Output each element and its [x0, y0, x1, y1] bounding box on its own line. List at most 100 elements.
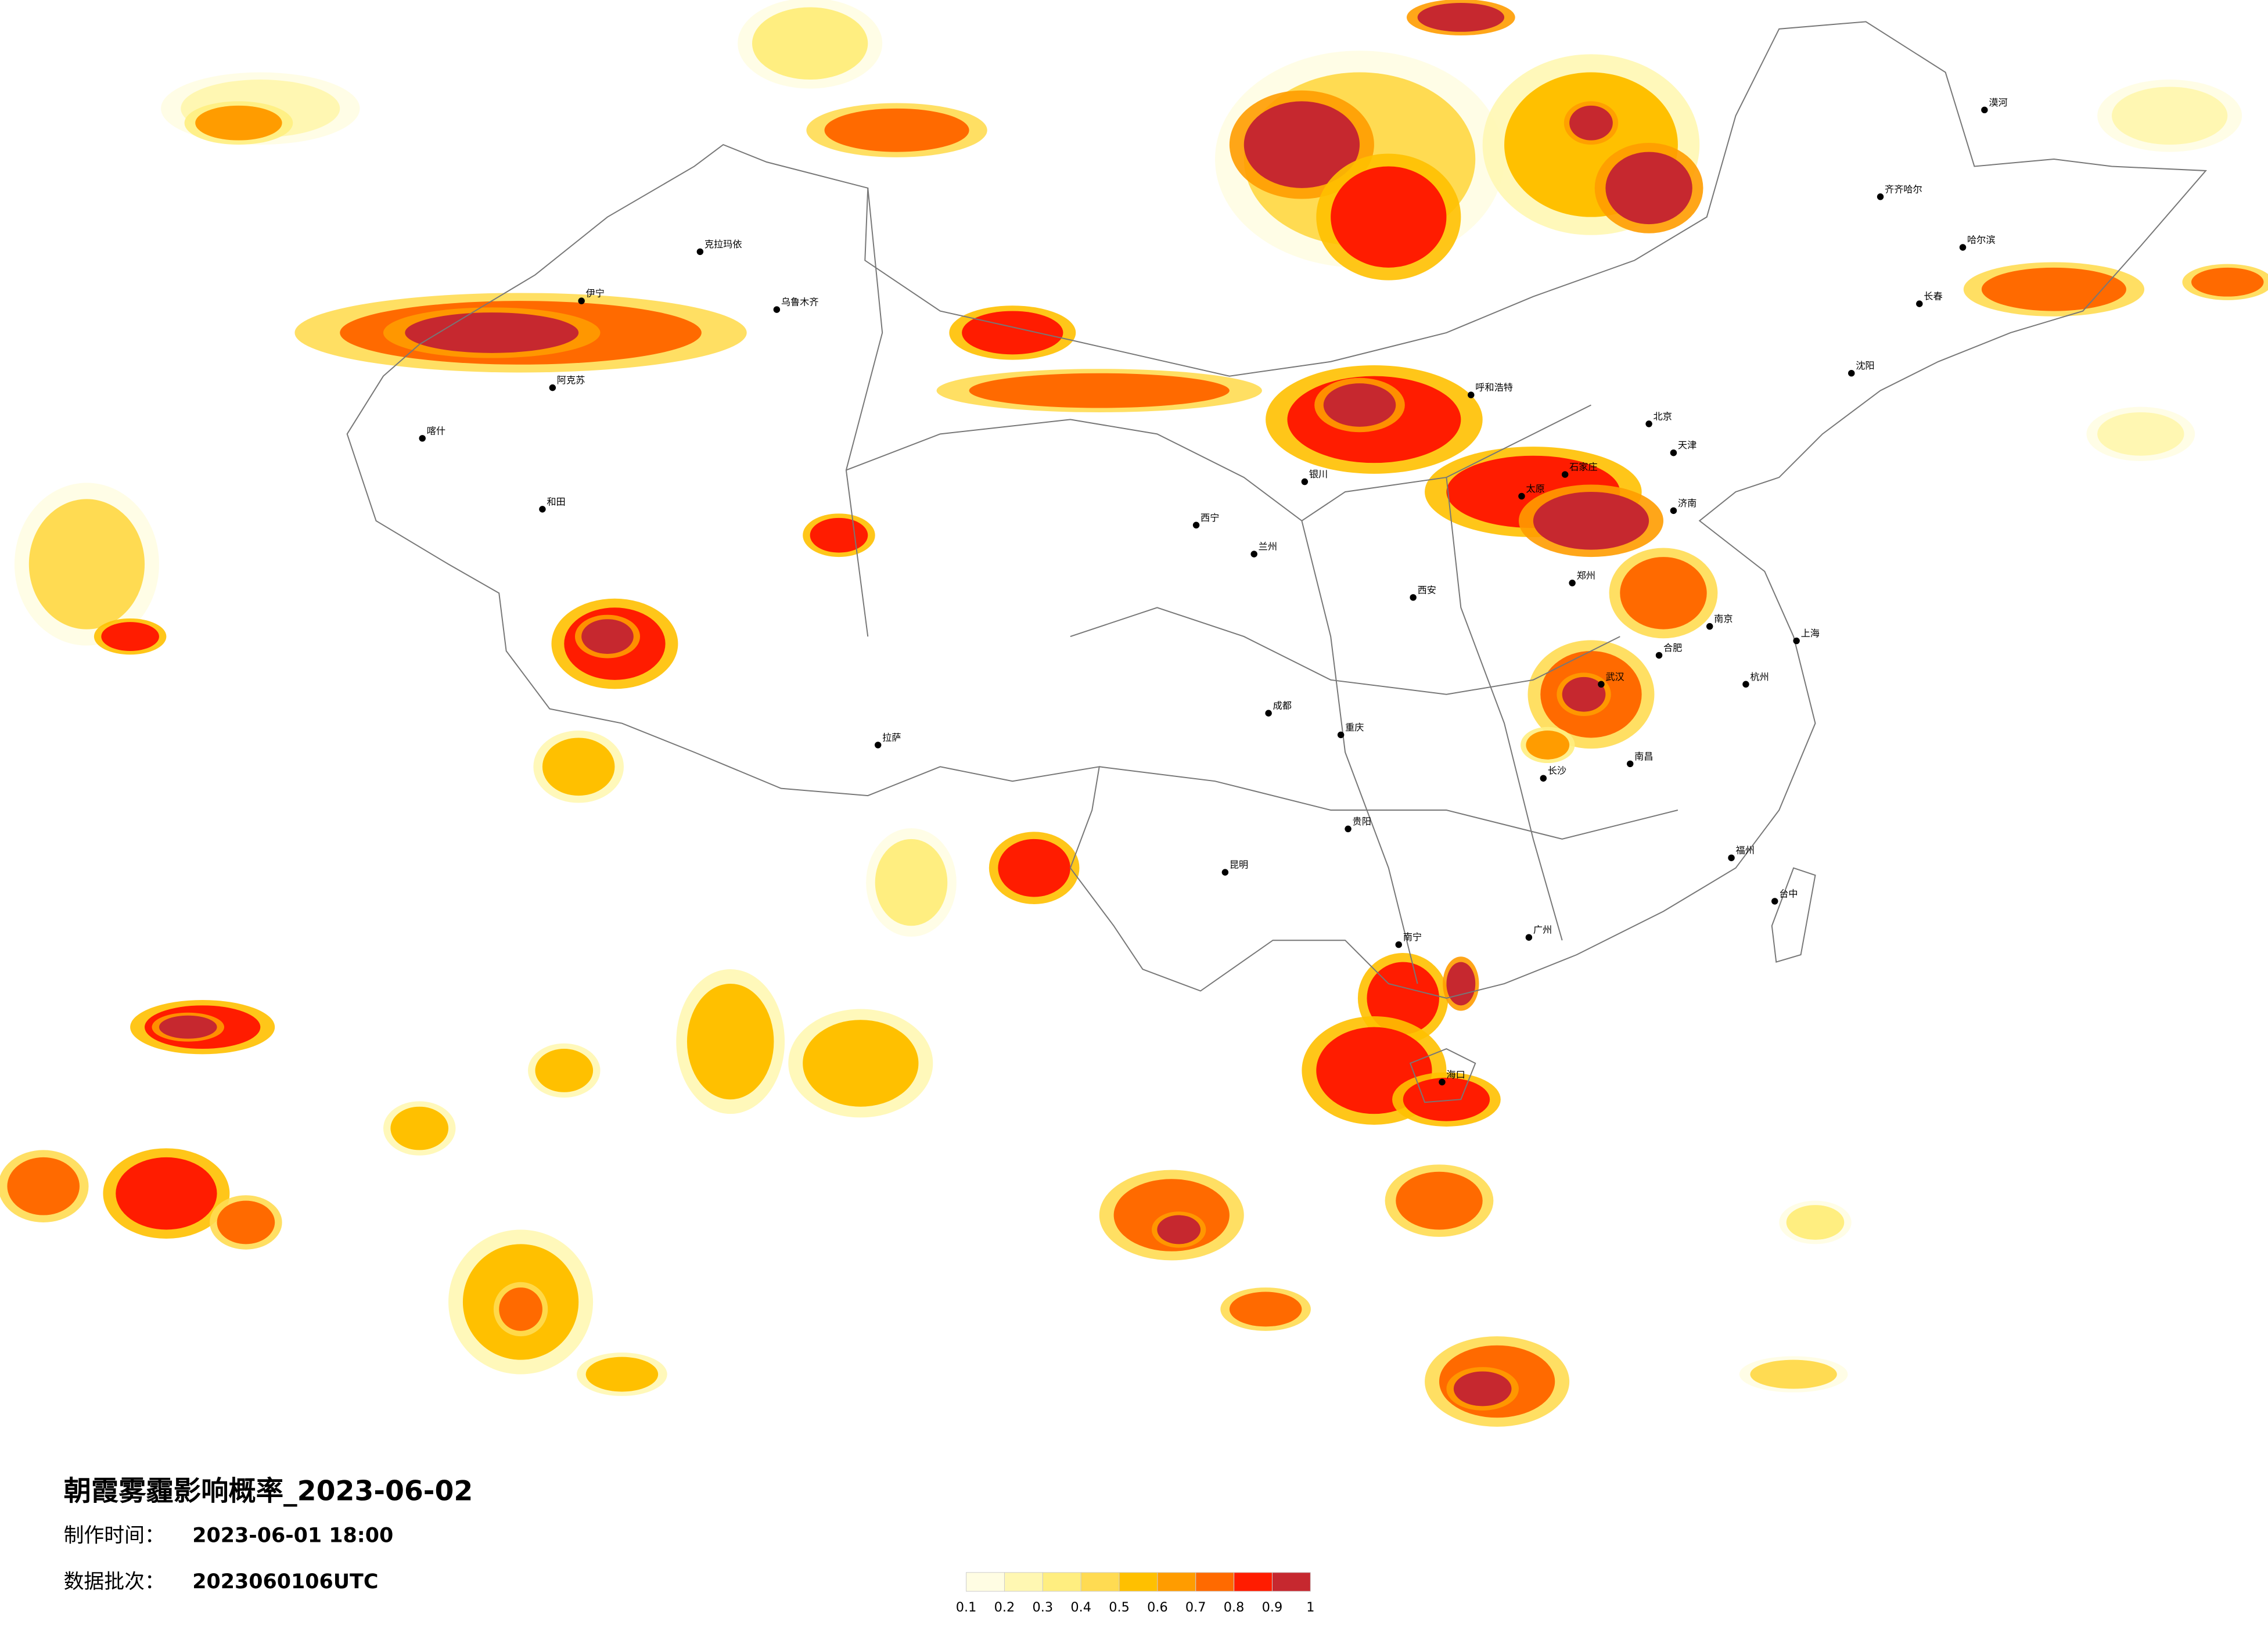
city-dot — [1265, 710, 1272, 717]
haze-core — [875, 839, 948, 926]
map-title: 朝霞雾霾影响概率_2023-06-02 — [64, 1475, 473, 1507]
colorbar-tick-label: 0.5 — [1109, 1600, 1130, 1615]
china-outline — [346, 21, 2208, 999]
city-label: 伊宁 — [586, 288, 605, 299]
city-dot — [1848, 369, 1855, 377]
production-time-value: 2023-06-01 18:00 — [192, 1524, 393, 1548]
city-label: 北京 — [1654, 411, 1672, 422]
batch-label: 数据批次： — [64, 1570, 165, 1593]
city-dot — [1410, 594, 1417, 601]
city-label: 海口 — [1446, 1069, 1465, 1080]
haze-core — [1786, 1205, 1845, 1240]
city-label: 郑州 — [1577, 570, 1595, 581]
city-dot — [696, 248, 704, 256]
colorbar-tick-label: 0.1 — [956, 1600, 977, 1615]
haze-core — [535, 1049, 594, 1092]
city-label: 济南 — [1678, 498, 1696, 509]
colorbar-box — [1004, 1572, 1043, 1592]
city-dot — [1742, 681, 1749, 688]
city-label: 南宁 — [1403, 931, 1422, 942]
city-dot — [1468, 391, 1475, 398]
city-dot — [1221, 869, 1229, 876]
haze-core — [1533, 491, 1649, 550]
haze-core — [998, 839, 1070, 897]
city-dot — [1959, 244, 1967, 251]
province-border — [845, 188, 1678, 984]
city-dot — [1670, 507, 1677, 515]
city-label: 西安 — [1418, 584, 1436, 595]
city-label: 拉萨 — [882, 732, 901, 743]
city-dot — [1192, 521, 1200, 529]
haze-core — [116, 1157, 217, 1230]
colorbar-tick-label: 0.2 — [994, 1600, 1015, 1615]
city-dot — [1598, 681, 1605, 688]
city-dot — [1655, 652, 1663, 659]
city-label: 天津 — [1678, 440, 1696, 451]
city-dot — [1561, 471, 1569, 478]
city-label: 银川 — [1309, 469, 1328, 480]
haze-core — [1446, 962, 1476, 1006]
haze-core — [1605, 152, 1692, 225]
haze-core — [1981, 267, 2126, 311]
colorbar-box — [1271, 1572, 1311, 1592]
city-dot — [1877, 193, 1884, 200]
city-label: 齐齐哈尔 — [1885, 184, 1922, 195]
haze-core — [1229, 1292, 1302, 1327]
haze-core — [1403, 1077, 1490, 1121]
colorbar-box — [1157, 1572, 1196, 1592]
city-dot — [1439, 1078, 1446, 1086]
haze-core — [195, 105, 282, 141]
city-label: 武汉 — [1605, 671, 1624, 682]
haze-core — [803, 1020, 919, 1107]
city-dot — [1569, 580, 1576, 587]
city-label: 西宁 — [1201, 512, 1219, 523]
haze-core — [1750, 1359, 1837, 1389]
colorbar: 0.1 0.2 0.3 0.4 0.5 0.6 0.7 0.8 0.9 1 — [956, 1572, 1314, 1615]
colorbar-box — [1195, 1572, 1235, 1592]
haze-core — [2112, 87, 2228, 145]
haze-core — [686, 983, 774, 1100]
haze-core — [752, 7, 868, 80]
city-label: 石家庄 — [1569, 462, 1598, 473]
haze-core — [969, 373, 1230, 408]
city-label: 和田 — [547, 496, 565, 507]
city-label: 兰州 — [1259, 541, 1277, 552]
city-label: 昆明 — [1230, 859, 1248, 870]
haze-core — [1331, 166, 1447, 268]
city-dot — [1793, 637, 1800, 645]
borders — [346, 21, 2208, 1103]
haze-core — [1417, 2, 1505, 32]
city-label: 喀什 — [427, 425, 445, 436]
city-dot — [1395, 941, 1402, 948]
haze-core — [1453, 1371, 1512, 1406]
haze-core — [1562, 677, 1606, 712]
city-label: 广州 — [1533, 924, 1552, 936]
city-label: 杭州 — [1750, 671, 1769, 682]
city-dot — [1626, 760, 1634, 768]
haze-core — [1157, 1215, 1201, 1244]
city-dot — [1981, 106, 1988, 114]
haze-core — [1569, 105, 1613, 141]
colorbar-tick-label: 1 — [1306, 1600, 1314, 1615]
city-label: 太原 — [1526, 483, 1544, 494]
haze-core — [585, 1357, 659, 1392]
city-label: 长沙 — [1548, 765, 1566, 776]
haze-core — [159, 1015, 217, 1039]
colorbar-tick-label: 0.7 — [1185, 1600, 1206, 1615]
colorbar-box — [966, 1572, 1005, 1592]
haze-core — [1526, 731, 1570, 760]
city-label: 乌鲁木齐 — [781, 297, 819, 308]
haze-core — [101, 622, 159, 651]
hainan — [1409, 1048, 1476, 1103]
colorbar-box — [1119, 1572, 1158, 1592]
haze-core — [2191, 267, 2264, 297]
colorbar-tick-label: 0.3 — [1033, 1600, 1054, 1615]
colorbar-box — [1080, 1572, 1120, 1592]
city-label: 呼和浩特 — [1475, 382, 1513, 393]
haze-core — [1396, 1171, 1483, 1230]
city-label: 上海 — [1801, 628, 1820, 639]
haze-core — [7, 1157, 80, 1215]
city-label: 哈尔滨 — [1967, 235, 1996, 246]
haze-core — [824, 108, 969, 152]
